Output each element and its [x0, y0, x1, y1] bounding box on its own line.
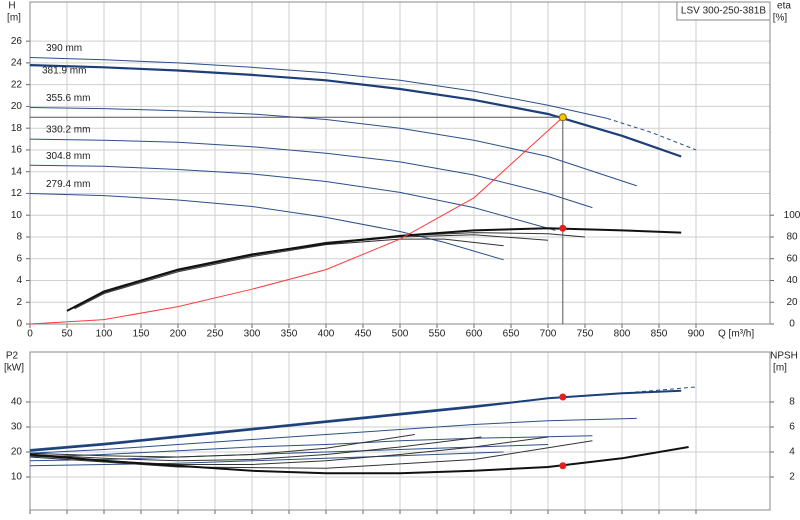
curve	[29, 116, 564, 325]
x-tick-label: 600	[466, 329, 483, 340]
y-tick-label: 0	[16, 319, 22, 330]
chart-title: LSV 300-250-381B	[681, 6, 766, 17]
y2-axis-unit: [m]	[773, 363, 787, 374]
curve	[29, 64, 682, 158]
y-tick-label: 4	[16, 275, 22, 286]
curve-label: 279.4 mm	[46, 179, 90, 190]
curve	[29, 435, 593, 458]
y-tick-label: 10	[11, 472, 23, 483]
y2-tick-label: 6	[789, 422, 795, 433]
y2-tick-label: 80	[786, 232, 798, 243]
y-tick-label: 14	[11, 166, 23, 177]
curve-label: 330.2 mm	[46, 125, 90, 136]
curve	[29, 436, 482, 462]
operating-point	[559, 462, 567, 470]
y2-tick-label: 60	[786, 253, 798, 264]
title-box	[676, 1, 771, 21]
x-tick-label: 500	[392, 329, 409, 340]
operating-point	[559, 393, 567, 401]
x-tick-label: 650	[503, 329, 520, 340]
y-tick-label: 6	[16, 253, 22, 264]
y-tick-label: 30	[11, 422, 23, 433]
y-tick-label: 2	[16, 297, 22, 308]
curve	[607, 117, 697, 151]
x-tick-label: 400	[318, 329, 335, 340]
curve	[29, 107, 637, 187]
x-tick-label: 0	[27, 329, 33, 340]
x-tick-label: 250	[207, 329, 224, 340]
x-tick-label: 550	[429, 329, 446, 340]
curve	[29, 57, 608, 119]
y2-tick-label: 0	[789, 319, 795, 330]
operating-point	[559, 224, 567, 232]
y2-tick-label: 100	[784, 210, 800, 221]
curve	[29, 446, 689, 475]
curve-label: 390 mm	[46, 43, 82, 54]
y2-axis-label: eta	[777, 1, 791, 12]
y-tick-label: 26	[11, 36, 23, 47]
operating-point	[558, 113, 567, 122]
x-tick-label: 150	[133, 329, 150, 340]
curve	[29, 434, 415, 458]
y-axis-label: H	[8, 1, 15, 12]
x-tick-label: 750	[577, 329, 594, 340]
x-tick-label: 350	[281, 329, 298, 340]
y-tick-label: 20	[11, 447, 23, 458]
y2-axis-label: NPSH	[770, 351, 798, 362]
curve	[29, 440, 593, 469]
curve	[29, 451, 504, 467]
y-tick-label: 12	[11, 188, 23, 199]
x-tick-label: 300	[244, 329, 261, 340]
curve-label: 381.9 mm	[42, 66, 86, 77]
curve	[29, 138, 593, 209]
curve	[29, 193, 504, 261]
y2-axis-unit: [%]	[773, 13, 788, 24]
y-tick-label: 8	[16, 232, 22, 243]
y-tick-label: 18	[11, 123, 23, 134]
y2-tick-label: 20	[786, 297, 798, 308]
x-tick-label: 200	[170, 329, 187, 340]
y2-tick-label: 8	[789, 397, 795, 408]
x-tick-label: 100	[96, 329, 113, 340]
y-tick-label: 10	[11, 210, 23, 221]
plot-frame	[29, 1, 771, 325]
y-tick-label: 24	[11, 58, 23, 69]
curve	[29, 417, 637, 454]
y-axis-label: P2	[6, 351, 19, 362]
curve	[66, 227, 682, 312]
curve-label: 355.6 mm	[46, 93, 90, 104]
x-tick-label: 50	[61, 329, 73, 340]
plot-frame	[29, 351, 771, 511]
x-tick-label: 800	[614, 329, 631, 340]
y-axis-unit: [kW]	[4, 363, 24, 374]
y-tick-label: 16	[11, 145, 23, 156]
x-tick-label: 700	[540, 329, 557, 340]
curve	[74, 238, 504, 310]
x-tick-label: 850	[651, 329, 668, 340]
y-tick-label: 20	[11, 101, 23, 112]
x-tick-label: 900	[688, 329, 705, 340]
y-axis-unit: [m]	[7, 13, 21, 24]
y2-tick-label: 2	[789, 472, 795, 483]
x-axis-label: Q [m³/h]	[718, 329, 754, 340]
x-tick-label: 450	[355, 329, 372, 340]
y-tick-label: 22	[11, 79, 23, 90]
curve-label: 304.8 mm	[46, 151, 90, 162]
y-tick-label: 40	[11, 397, 23, 408]
y2-tick-label: 40	[786, 275, 798, 286]
y2-tick-label: 4	[789, 447, 795, 458]
curve	[29, 389, 682, 452]
